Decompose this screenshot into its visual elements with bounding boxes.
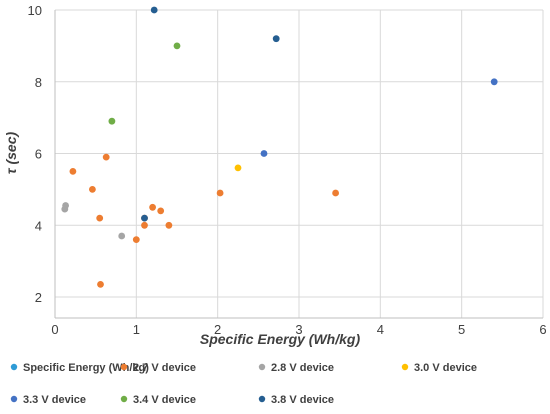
grid-lines xyxy=(54,9,544,318)
legend-item: 2.8 V device xyxy=(258,362,334,374)
y-tick-label: 6 xyxy=(35,147,42,162)
data-point xyxy=(490,78,498,86)
data-point xyxy=(234,164,242,172)
legend-label: 2.7 V device xyxy=(133,362,196,374)
x-tick-label: 3 xyxy=(295,322,302,337)
x-tick-label: 1 xyxy=(133,322,140,337)
x-tick-labels: 0 1 2 3 4 5 6 xyxy=(51,322,546,337)
x-tick-label: 2 xyxy=(214,322,221,337)
legend: Specific Energy (Wh/kg)2.7 V device 2.8 V… xyxy=(10,362,477,406)
y-tick-label: 4 xyxy=(35,218,42,233)
data-point xyxy=(141,214,148,222)
legend-marker xyxy=(258,395,266,403)
data-point xyxy=(173,42,181,50)
y-tick-label: 8 xyxy=(35,75,42,90)
legend-marker xyxy=(10,363,18,371)
legend-marker xyxy=(401,363,409,371)
legend-label: 3.0 V device xyxy=(414,362,477,374)
data-point xyxy=(260,150,268,157)
data-point xyxy=(102,153,110,161)
y-tick-label: 2 xyxy=(35,290,42,305)
legend-item: 3.0 V device xyxy=(401,362,477,374)
data-point xyxy=(157,207,165,215)
data-point xyxy=(108,117,116,125)
data-point xyxy=(216,189,224,197)
legend-label: Specific Energy (Wh/kg) xyxy=(23,362,149,374)
legend-item: 3.3 V device xyxy=(10,394,86,406)
legend-marker xyxy=(258,363,266,371)
data-points xyxy=(61,6,498,288)
data-point xyxy=(118,232,126,240)
x-tick-label: 6 xyxy=(539,322,546,337)
legend-label: 3.8 V device xyxy=(271,394,334,406)
data-point xyxy=(141,221,148,229)
data-point xyxy=(89,186,96,193)
data-point xyxy=(332,189,339,197)
x-tick-label: 5 xyxy=(458,322,465,337)
x-tick-label: 0 xyxy=(51,322,58,337)
legend-marker xyxy=(10,395,18,403)
y-axis-title: τ (sec) xyxy=(3,132,19,175)
data-point xyxy=(150,6,158,14)
legend-item: 3.4 V device xyxy=(120,394,196,406)
data-point xyxy=(272,35,280,43)
legend-item: Specific Energy (Wh/kg) xyxy=(10,362,149,374)
x-tick-label: 4 xyxy=(377,322,384,337)
legend-label: 3.3 V device xyxy=(23,394,86,406)
data-point xyxy=(97,281,104,288)
x-axis-title: Specific Energy (Wh/kg) xyxy=(200,331,361,347)
y-tick-labels: 2 4 6 8 10 xyxy=(28,3,42,305)
data-point xyxy=(132,236,140,244)
data-point xyxy=(149,203,157,211)
legend-item: 2.7 V device xyxy=(120,362,196,374)
data-point xyxy=(69,168,77,175)
y-tick-label: 10 xyxy=(28,3,42,18)
legend-label: 2.8 V device xyxy=(271,362,334,374)
data-point xyxy=(96,214,104,222)
axes xyxy=(54,10,543,319)
data-point xyxy=(165,221,173,229)
legend-item: 3.8 V device xyxy=(258,394,334,406)
legend-marker xyxy=(120,395,128,403)
data-point xyxy=(62,202,69,209)
legend-marker xyxy=(120,363,128,371)
legend-label: 3.4 V device xyxy=(133,394,196,406)
